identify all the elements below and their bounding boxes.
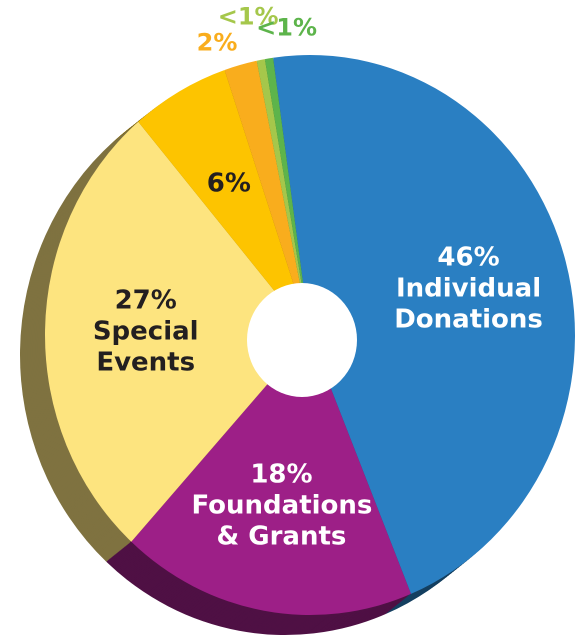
slice-label: 6%	[139, 169, 319, 200]
slice	[138, 69, 310, 336]
slice	[264, 57, 310, 335]
slice	[224, 60, 310, 335]
category-label: Special Events	[92, 316, 199, 378]
slice-label: <1%	[197, 12, 377, 43]
donut-hole	[247, 283, 357, 397]
value-label: <1%	[256, 13, 318, 42]
value-label: 27%	[114, 285, 177, 316]
slice	[44, 121, 311, 542]
value-label: 18%	[250, 459, 313, 490]
value-label: 2%	[196, 28, 238, 57]
value-label: 6%	[206, 168, 251, 199]
category-label: Foundations & Grants	[191, 490, 373, 552]
slice-label: <1%	[158, 1, 338, 32]
value-label: 46%	[437, 242, 500, 273]
category-label: Individual Donations	[394, 273, 543, 335]
slice-label: 27% Special Events	[56, 285, 236, 378]
slice	[256, 59, 310, 336]
slice-label: 2%	[127, 28, 307, 59]
slice-label: 18% Foundations & Grants	[191, 459, 373, 552]
value-label: <1%	[217, 2, 279, 31]
slice	[131, 335, 411, 615]
slice-label: 46% Individual Donations	[379, 243, 559, 336]
slice	[273, 55, 575, 594]
